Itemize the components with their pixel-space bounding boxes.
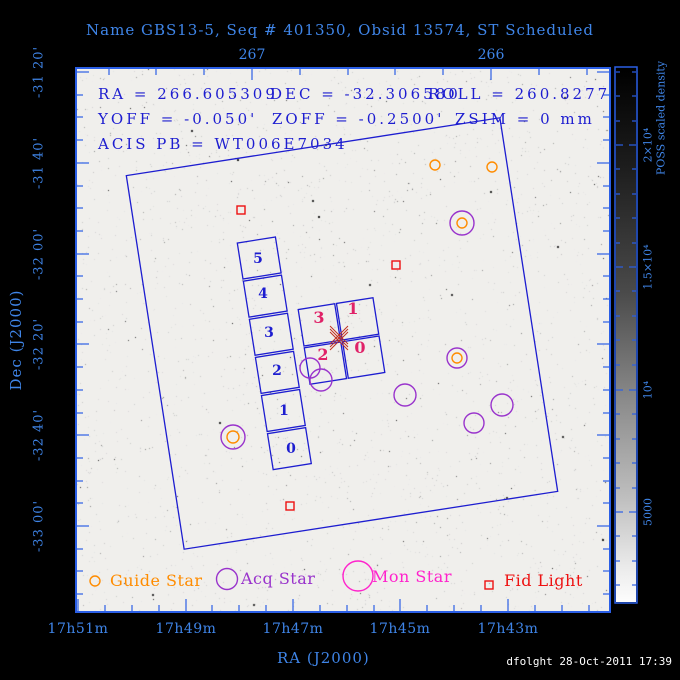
fov-outline[interactable] [125,117,559,550]
acis-s-chip-number: 1 [279,403,289,419]
acq-star-circle [490,393,514,417]
obs-ra-value: RA = 266.605309 [98,85,278,103]
acis-i-chip [335,296,380,341]
obs-yoff-value: YOFF = -0.050' [98,110,258,128]
acis-s-chip [266,426,313,471]
obs-zoff-value: ZOFF = -0.2500' [272,110,445,128]
acis-s-chip-number: 4 [258,286,268,302]
fov-square [125,117,559,550]
acis-s-chip [236,236,282,280]
obs-zsim-value: ZSIM = 0 mm [455,110,595,128]
colorbar-frame [614,66,638,604]
acis-s-chip-number: 2 [272,363,282,379]
x-tick-label: 17h47m [262,621,324,637]
acq-star-circle [299,357,321,379]
acis-s-chip [254,350,300,395]
density-colorbar [616,68,636,602]
acq-star-circle [446,347,468,369]
legend-fid-light-label: Fid Light [504,571,583,590]
acis-s-chip-number: 5 [253,251,263,267]
render-timestamp: dfolght 28-Oct-2011 17:39 [506,655,672,668]
obs-acis-pb: ACIS PB = WT006E7034 [98,135,348,153]
acis-s-chip-number: 3 [264,325,274,341]
legend-guide-star-label: Guide Star [110,571,203,590]
x-axis-title: RA (J2000) [277,649,370,667]
acq-star-circle [449,210,475,236]
acis-i-array [297,296,386,386]
fid-light-square [285,501,295,511]
legend-mon-star-label: Mon Star [372,567,452,586]
x-tick-label: 17h51m [47,621,109,637]
acq-star-circle [309,368,333,392]
guide-star-circle [226,430,240,444]
plot-title: Name GBS13-5, Seq # 401350, Obsid 13574,… [86,21,594,39]
acis-s-chip-number: 0 [286,441,296,457]
acis-s-chip [242,274,288,318]
plot-frame [75,67,611,613]
legend-acq-star-label: Acq Star [241,569,316,588]
acis-i-chip [297,303,342,347]
acis-i-chip-number: 0 [354,338,365,357]
acis-i-chip [341,335,386,379]
acis-s-array [236,236,313,471]
acis-i-chip-number: 2 [317,345,328,364]
aimpoint-marker [329,331,349,351]
aimpoint-marker [329,328,349,348]
guide-star-circle [429,159,441,171]
x-tick-label: 17h49m [155,621,217,637]
legend-fid-light-icon [484,580,494,590]
acis-s-chip [248,312,294,356]
obs-roll-value: ROLL = 260.8277 [428,85,611,103]
acis-i-chip [303,341,348,386]
guide-star-circle [451,352,463,364]
acis-i-chip-number: 3 [313,308,324,327]
fid-light-square [391,260,401,270]
aimpoint-marker [329,325,349,345]
guide-star-circle [486,161,498,173]
acis-s-chip [260,388,307,433]
legend-guide-star-icon [89,575,101,587]
guide-star-circle [456,217,468,229]
x-tick-label: 17h43m [477,621,539,637]
acq-star-circle [463,412,485,434]
fid-light-square [236,205,246,215]
obs-dec-value: DEC = -32.306580 [270,85,461,103]
acq-star-circle [393,383,417,407]
top-tick-label: 267 [238,47,266,63]
legend-mon-star-icon [342,560,374,592]
acq-star-circle [220,424,246,450]
acis-i-chip-number: 1 [347,299,358,318]
legend-acq-star-icon [215,567,239,591]
top-tick-label: 266 [477,47,505,63]
x-tick-label: 17h45m [369,621,431,637]
